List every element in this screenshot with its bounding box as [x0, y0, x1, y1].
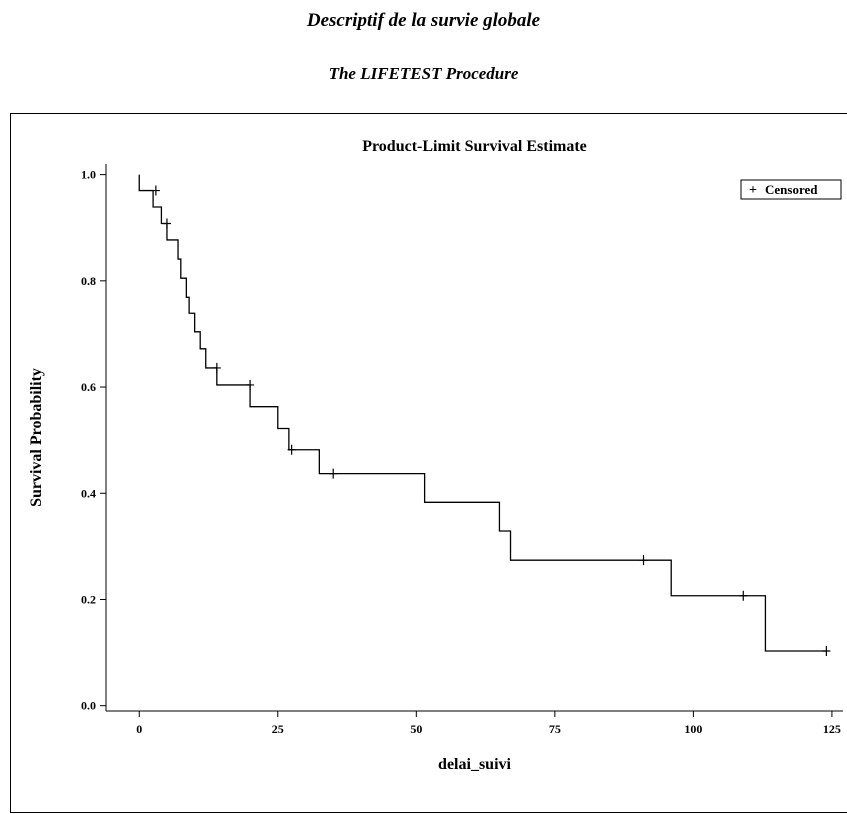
- page-title: Descriptif de la survie globale: [306, 10, 541, 31]
- censored-marker: [822, 645, 831, 656]
- y-axis-label: Survival Probability: [28, 368, 45, 507]
- y-tick-label: 0.8: [81, 274, 96, 288]
- censored-marker: [639, 555, 648, 566]
- y-tick-label: 0.0: [81, 699, 96, 713]
- chart-frame: Product-Limit Survival Estimate 0.0 0.2 0.4…: [10, 113, 847, 813]
- censored-marker: [739, 590, 748, 601]
- censored-marker: [151, 185, 160, 196]
- x-tick-label: 125: [823, 722, 841, 736]
- x-axis-label: delai_suivi: [438, 756, 511, 773]
- x-tick-label: 25: [272, 722, 284, 736]
- censored-marker: [162, 218, 171, 229]
- x-tick-label: 50: [410, 722, 422, 736]
- survival-curve: [138, 174, 827, 652]
- x-tick-label: 0: [136, 722, 142, 736]
- chart-title: Product-Limit Survival Estimate: [362, 138, 587, 155]
- censored-marker: [246, 379, 255, 390]
- survival-chart: Product-Limit Survival Estimate 0.0 0.2 0.4…: [28, 138, 843, 773]
- y-tick-label: 0.4: [81, 486, 96, 500]
- censored-marker: [329, 468, 338, 479]
- censored-marker: [287, 444, 296, 455]
- y-tick-label: 0.6: [81, 380, 96, 394]
- y-tick-label: 1.0: [81, 168, 96, 182]
- legend-label-censored: Censored: [765, 182, 818, 197]
- legend-box: [740, 179, 842, 200]
- procedure-title: The LIFETEST Procedure: [328, 64, 519, 83]
- legend-symbol: +: [749, 183, 757, 198]
- y-tick-label: 0.2: [81, 592, 96, 606]
- x-tick-label: 100: [684, 722, 702, 736]
- x-tick-label: 75: [549, 722, 561, 736]
- censored-marker: [212, 362, 221, 373]
